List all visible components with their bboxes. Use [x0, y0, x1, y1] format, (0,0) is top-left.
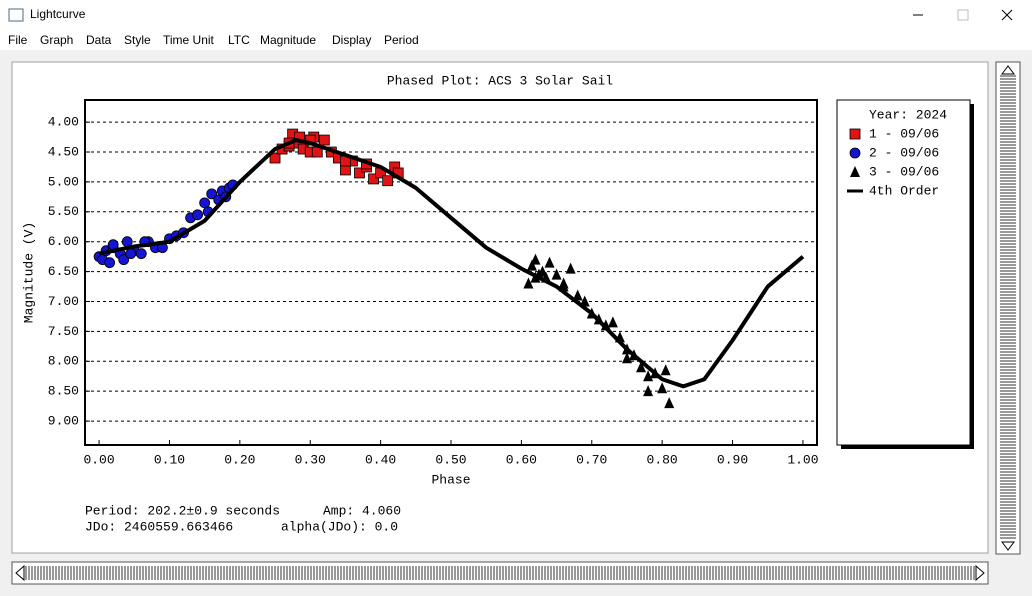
data-point: [523, 277, 534, 289]
legend-marker: [849, 147, 861, 159]
data-point: [660, 364, 671, 376]
x-tick-label: 0.80: [647, 452, 678, 467]
menu-item[interactable]: Data: [86, 33, 112, 47]
y-tick-label: 9.00: [48, 414, 79, 429]
y-tick-label: 6.00: [48, 234, 79, 249]
legend-label: 4th Order: [869, 183, 939, 198]
data-point: [135, 248, 147, 260]
menu-item[interactable]: Style: [124, 33, 151, 47]
plot-frame: [84, 99, 818, 446]
y-tick-label: 8.50: [48, 384, 79, 399]
data-point: [572, 289, 583, 301]
y-tick-label: 4.00: [48, 115, 79, 130]
x-tick-label: 0.10: [154, 452, 185, 467]
data-point: [530, 253, 541, 265]
x-tick-label: 0.50: [435, 452, 466, 467]
y-tick-label: 7.50: [48, 324, 79, 339]
menu-item[interactable]: Display: [332, 33, 371, 47]
y-axis-label: Magnitude (V): [21, 222, 36, 323]
title-bar: [0, 0, 1032, 30]
legend-label: 1 - 09/06: [869, 126, 939, 141]
data-point: [607, 316, 618, 328]
data-point: [565, 262, 576, 274]
data-point: [636, 361, 647, 373]
fit-curve: [98, 138, 805, 389]
data-point: [318, 134, 330, 146]
scroll-up-arrow[interactable]: [1001, 65, 1015, 75]
x-tick-label: 0.20: [224, 452, 255, 467]
legend-box: [836, 99, 971, 446]
data-point: [657, 382, 668, 394]
x-tick-label: 0.30: [295, 452, 326, 467]
y-tick-label: 8.00: [48, 354, 79, 369]
x-tick-label: 1.00: [787, 452, 818, 467]
data-point: [526, 259, 537, 271]
data-point: [206, 188, 218, 200]
data-point: [643, 385, 654, 397]
menu-item[interactable]: LTC: [228, 33, 250, 47]
legend-label: 3 - 09/06: [869, 164, 939, 179]
y-tick-label: 4.50: [48, 144, 79, 159]
y-tick-label: 5.00: [48, 174, 79, 189]
data-point: [192, 209, 204, 221]
y-tick-label: 5.50: [48, 204, 79, 219]
chart-title: Phased Plot: ACS 3 Solar Sail: [387, 73, 613, 88]
close-button[interactable]: [1001, 9, 1013, 21]
stat-amp: Amp: 4.060: [323, 503, 401, 518]
y-tick-label: 7.00: [48, 294, 79, 309]
x-tick-label: 0.70: [576, 452, 607, 467]
menu-item[interactable]: Period: [384, 33, 419, 47]
legend-label: 2 - 09/06: [869, 145, 939, 160]
data-point: [382, 175, 394, 187]
data-point: [269, 152, 281, 164]
stat-period: Period: 202.2±0.9 seconds: [85, 503, 280, 518]
data-point: [104, 257, 116, 269]
window-title: Lightcurve: [30, 7, 86, 21]
menu-item[interactable]: File: [8, 33, 28, 47]
scroll-left-arrow[interactable]: [15, 564, 25, 582]
menu-bar: [0, 30, 1032, 50]
data-point: [199, 197, 211, 209]
data-point: [621, 352, 632, 364]
menu-item[interactable]: Magnitude: [260, 33, 316, 47]
legend-marker: [849, 128, 861, 140]
x-tick-label: 0.60: [506, 452, 537, 467]
x-tick-label: 0.90: [717, 452, 748, 467]
scroll-down-arrow[interactable]: [1001, 541, 1015, 551]
data-point: [340, 164, 351, 176]
menu-item[interactable]: Time Unit: [163, 33, 215, 47]
data-point: [125, 248, 137, 260]
legend-marker: [850, 166, 860, 177]
data-point: [643, 370, 654, 382]
data-point: [368, 173, 379, 185]
x-tick-label: 0.00: [83, 452, 114, 467]
maximize-button[interactable]: [957, 9, 969, 21]
stat-jdo: JDo: 2460559.663466: [85, 519, 233, 534]
app-icon: [8, 8, 24, 22]
data-point: [664, 397, 675, 409]
menu-item[interactable]: Graph: [40, 33, 73, 47]
data-point: [558, 277, 569, 289]
data-point: [551, 268, 562, 280]
y-tick-label: 6.50: [48, 264, 79, 279]
chart-panel: [11, 61, 989, 554]
x-tick-label: 0.40: [365, 452, 396, 467]
scroll-right-arrow[interactable]: [975, 564, 985, 582]
legend-title: Year: 2024: [869, 107, 947, 122]
data-point: [118, 254, 130, 266]
x-axis-label: Phase: [431, 472, 470, 487]
stat-alpha: alpha(JDo): 0.0: [281, 519, 398, 534]
data-point: [354, 167, 365, 179]
data-point: [544, 256, 555, 268]
